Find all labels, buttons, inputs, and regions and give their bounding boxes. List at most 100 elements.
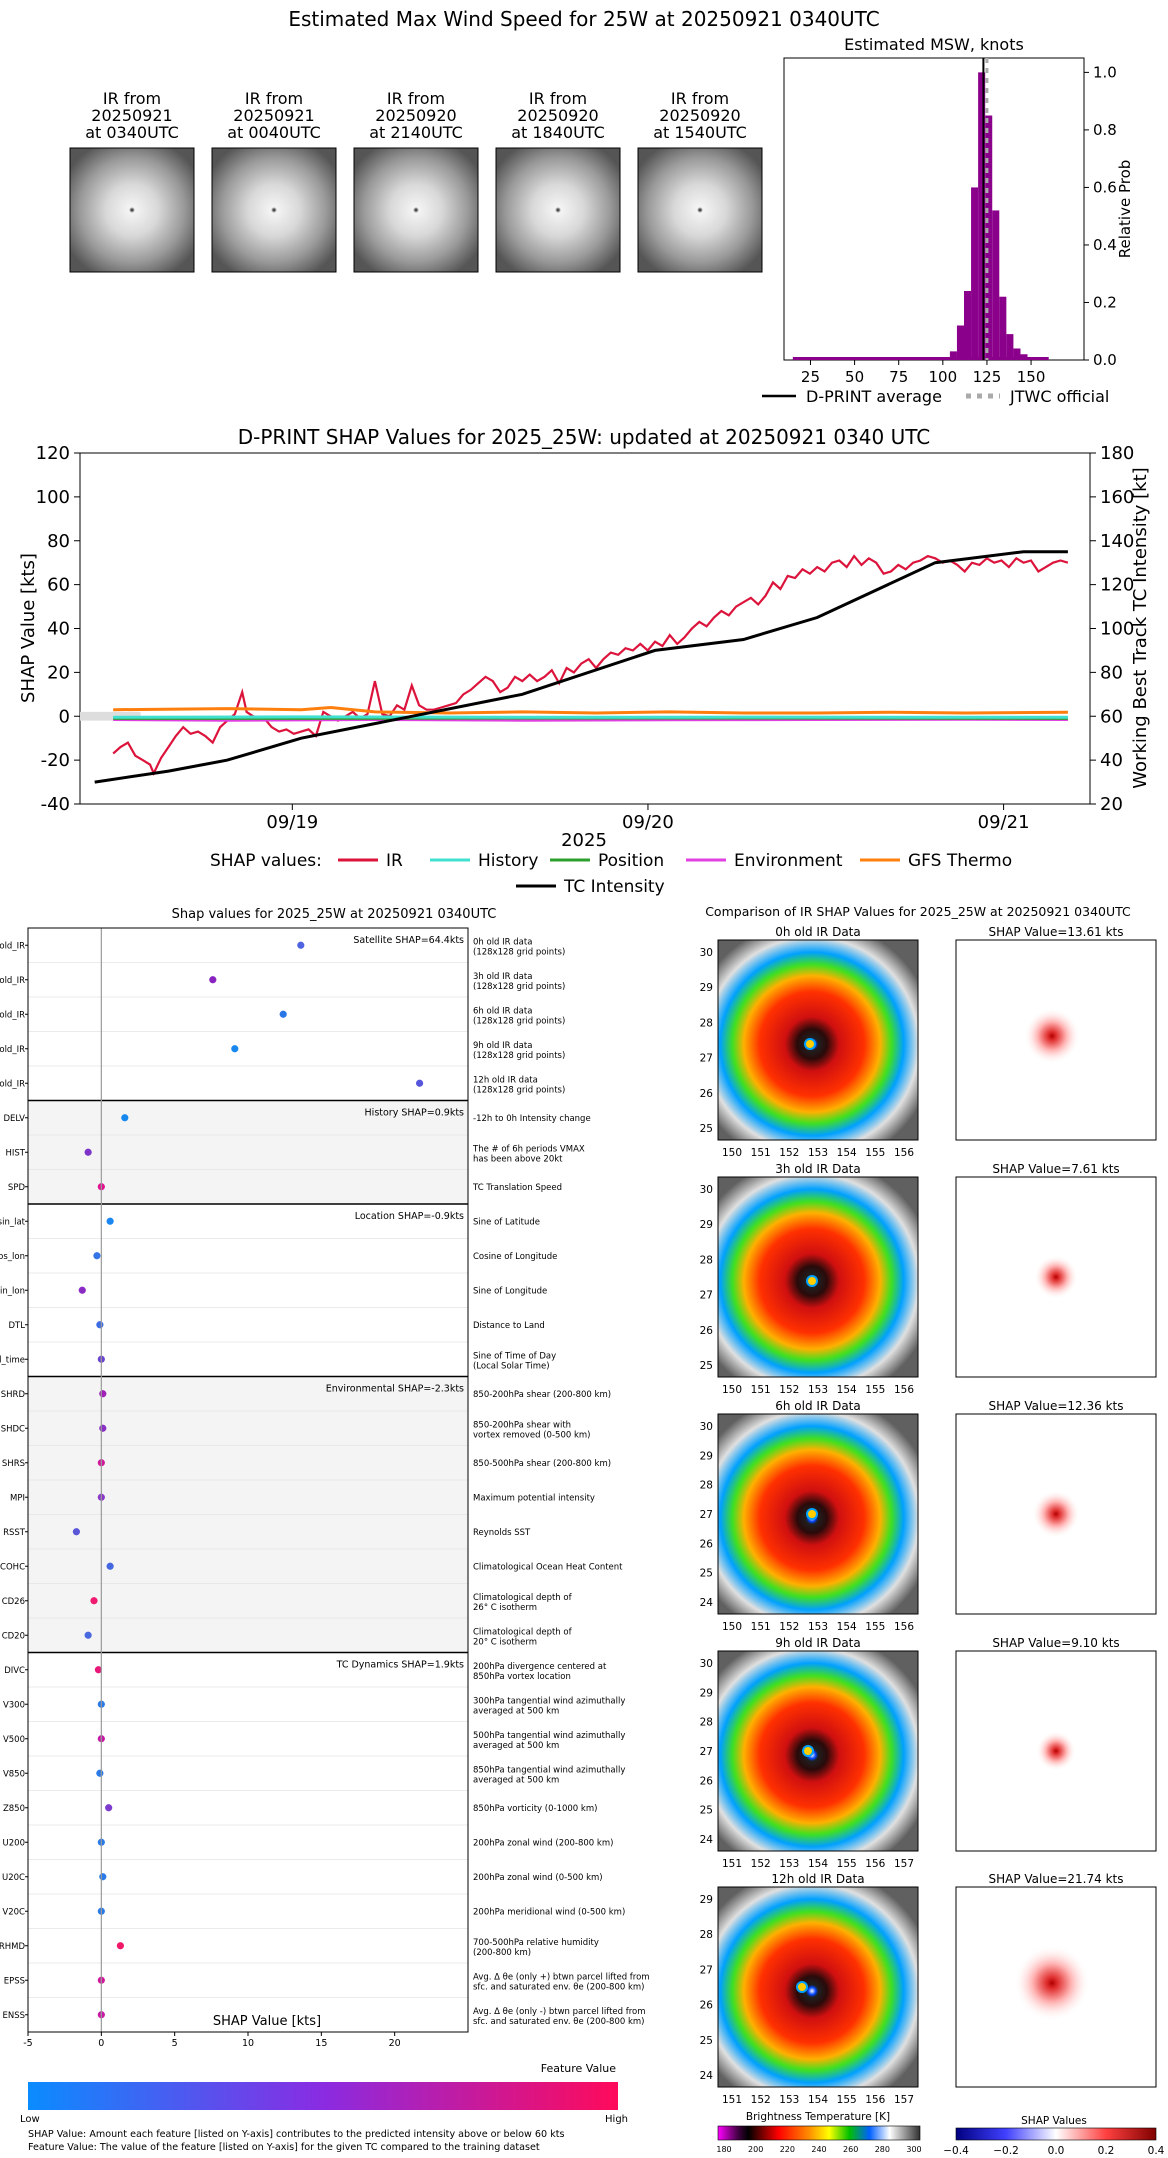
ir-lon-tick-label: 154 (837, 1621, 857, 1633)
feature-shap-point (209, 976, 217, 984)
y-tick-label: 60 (47, 575, 70, 596)
feature-shap-point (72, 1528, 80, 1536)
ir-lon-tick-label: 152 (751, 2094, 771, 2106)
x-tick-label: 50 (845, 368, 864, 386)
feature-description: 200hPa zonal wind (0-500 km) (473, 1873, 603, 1883)
timeseries-marks: -40 -20 0 20 40 60 80 100 120 20 40 60 80 100 120 140 16… (36, 443, 1135, 833)
y-tick-label: 100 (36, 487, 70, 508)
ir-thumbnail-label: at 0040UTC (227, 123, 321, 142)
shap-tick-label: 0.4 (1148, 2145, 1165, 2157)
legend-label: Environment (734, 851, 843, 871)
shap-panel-title: SHAP Value=7.61 kts (992, 1162, 1119, 1176)
histogram-bar (1020, 354, 1028, 360)
feature-name: 3h_old_IR (0, 976, 25, 986)
y-tick-label: 0.6 (1093, 178, 1117, 196)
y2-tick-label: 160 (1100, 487, 1134, 508)
shap-tick-label: −0.2 (993, 2145, 1019, 2157)
ir-lon-tick-label: 155 (837, 1858, 857, 1870)
ir-lon-tick-label: 154 (837, 1147, 857, 1159)
ir-lat-tick-label: 30 (700, 1184, 713, 1196)
feature-colorbar-title: Feature Value (541, 2062, 617, 2075)
ir-panel-title: 9h old IR Data (775, 1636, 861, 1650)
histogram-bar (956, 325, 964, 360)
ir-thumbnail-image (495, 147, 621, 273)
feature-shap-point (106, 1562, 114, 1570)
shap-panel-title: SHAP Value=13.61 kts (989, 925, 1124, 939)
feature-name: V300 (3, 1700, 25, 1710)
feature-name: 0h_old_IR (0, 941, 25, 951)
ir-lon-tick-label: 151 (751, 1147, 771, 1159)
feature-shap-point (90, 1597, 98, 1605)
ir-lon-tick-label: 156 (894, 1147, 914, 1159)
feature-description: vortex removed (0-500 km) (473, 1430, 590, 1440)
shap-tick-label: 0.0 (1048, 2145, 1065, 2157)
feature-name: 9h_old_IR (0, 1045, 25, 1055)
feature-description: Cosine of Longitude (473, 1252, 557, 1262)
ir-lon-tick-label: 154 (808, 1858, 828, 1870)
shap-feature-panel: Shap values for 2025_25W at 20250921 034… (0, 907, 650, 2049)
ir-lon-tick-label: 153 (779, 1858, 799, 1870)
feature-shap-point (84, 1148, 92, 1156)
ir-lat-tick-label: 29 (700, 1450, 713, 1462)
brightness-tick-label: 180 (716, 2145, 731, 2154)
ir-thumbnail-label: at 1540UTC (653, 123, 747, 142)
y-tick-label: 0.4 (1093, 236, 1117, 254)
shap-colorbar-title: SHAP Values (1021, 2115, 1087, 2127)
feature-description: Climatological depth of (473, 1627, 573, 1637)
timeseries-legend: SHAP values: IR History Position Environmen… (210, 851, 1012, 897)
ir-lat-tick-label: 28 (700, 1929, 713, 1941)
feature-name: CD26 (2, 1597, 25, 1607)
ir-lon-tick-label: 150 (722, 1384, 742, 1396)
brightness-colorbar: Brightness Temperature [K] 180 200 220 240 2… (716, 2111, 921, 2154)
ir-lon-tick-label: 154 (808, 2094, 828, 2106)
series-line-tc-intensity (94, 550, 1068, 784)
feature-description: 200hPa zonal wind (200-800 km) (473, 1838, 613, 1848)
feature-description: Climatological Ocean Heat Content (473, 1562, 623, 1572)
feature-name: MPI (10, 1493, 25, 1503)
shap-hotspot (1024, 1008, 1080, 1064)
feature-description: Distance to Land (473, 1321, 545, 1331)
shap-feature-marks: Satellite SHAP=64.4kts 0h_old_IR 0h old IR… (0, 928, 650, 2049)
feature-description: Avg. Δ θe (only -) btwn parcel lifted fr… (473, 2007, 646, 2017)
ir-lon-tick-label: 150 (722, 1621, 742, 1633)
legend-label: IR (386, 851, 403, 871)
y2-tick-label: 20 (1100, 794, 1123, 815)
feature-shap-point (96, 1321, 104, 1329)
feature-shap-point (279, 1010, 287, 1018)
shap-panel-title: SHAP Value=9.10 kts (992, 1636, 1119, 1650)
feature-description: 300hPa tangential wind azimuthally (473, 1696, 625, 1706)
group-label: TC Dynamics SHAP=1.9kts (336, 1660, 464, 1671)
comparison-row: 0h old IR Data 30 29 28 27 26 25 150 151 152 153 15… (700, 925, 1157, 1159)
ir-lat-tick-label: 25 (700, 1123, 713, 1135)
legend-label: TC Intensity (563, 877, 665, 897)
x-tick-label: 09/20 (622, 812, 674, 833)
footnote: SHAP Value: Amount each feature [listed … (28, 2129, 565, 2140)
feature-name: 6h_old_IR (0, 1010, 25, 1020)
y-tick-label: 120 (36, 443, 70, 464)
feature-name: EPSS (4, 1976, 25, 1986)
feature-description: has been above 20kt (473, 1154, 563, 1164)
y-tick-label: 0.8 (1093, 121, 1117, 139)
ir-lon-tick-label: 151 (722, 1858, 742, 1870)
feature-name: Z850 (3, 1804, 25, 1814)
footnote: Feature Value: The value of the feature … (28, 2142, 540, 2153)
feature-name: cos_lon (0, 1252, 25, 1262)
ir-lon-tick-label: 155 (865, 1621, 885, 1633)
ir-lon-tick-label: 157 (894, 2094, 914, 2106)
feature-description: (128x128 grid points) (473, 1016, 565, 1026)
feature-shap-point (297, 941, 305, 949)
y-tick-label: 1.0 (1093, 63, 1117, 81)
brightness-tick-label: 300 (906, 2145, 921, 2154)
ir-lat-tick-label: 24 (700, 1597, 714, 1609)
shap-panel-xlabel: SHAP Value [kts] (213, 2014, 321, 2029)
brightness-tick-label: 200 (748, 2145, 763, 2154)
shap-panel-title: SHAP Value=21.74 kts (989, 1872, 1124, 1886)
feature-name: ENSS (2, 2011, 25, 2021)
brightness-tick-label: 260 (843, 2145, 858, 2154)
feature-shap-point (116, 1942, 124, 1950)
y2-tick-label: 140 (1100, 531, 1134, 552)
feature-shap-point (121, 1114, 129, 1122)
group-label: Satellite SHAP=64.4kts (353, 935, 464, 946)
feature-name: sin_lat (0, 1217, 26, 1227)
feature-description: (128x128 grid points) (473, 947, 565, 957)
